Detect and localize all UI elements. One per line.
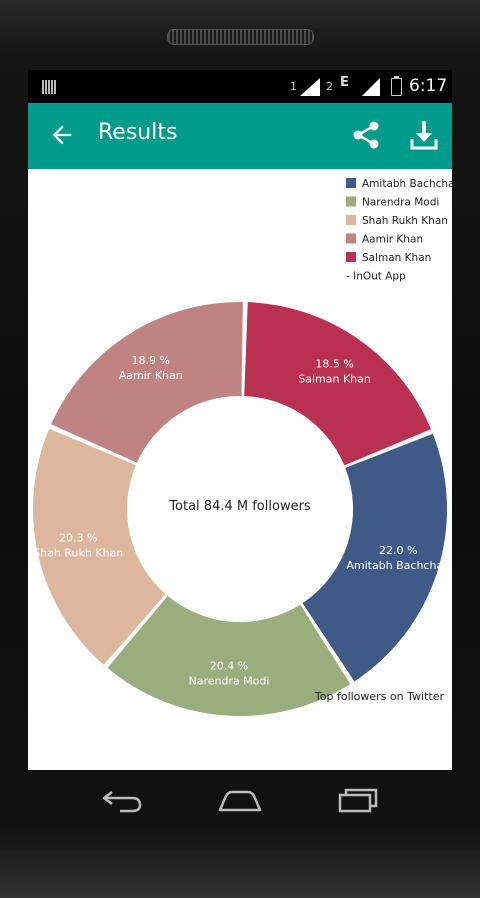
legend-label: Salman Khan	[362, 252, 431, 264]
sim1-label: 1	[290, 80, 297, 93]
recent-apps-icon[interactable]	[334, 784, 382, 816]
slice-narendra-modi[interactable]	[107, 595, 351, 716]
chart-area: 22.0 % Amitabh Bachchan 20.4 % Narendra Mod…	[28, 169, 452, 770]
home-nav-icon[interactable]	[216, 784, 264, 816]
signal-icon	[300, 78, 320, 96]
legend-swatch	[346, 233, 356, 244]
download-icon[interactable]	[408, 119, 440, 151]
donut-chart: 22.0 % Amitabh Bachchan 20.4 % Narendra Mod…	[33, 178, 452, 716]
slice-name-label: Narendra Modi	[188, 675, 269, 688]
legend-swatch	[346, 196, 356, 207]
signal-icon-2	[362, 78, 380, 96]
legend-swatch	[346, 215, 356, 225]
legend-note: - InOut App	[346, 271, 406, 283]
slice-percent-label: 18.5 %	[315, 358, 353, 371]
slice-salman-khan[interactable]	[244, 302, 431, 466]
clock: 6:17	[409, 76, 448, 96]
slice-aamir-khan[interactable]	[51, 302, 243, 463]
legend-swatch	[346, 178, 356, 188]
slice-percent-label: 18.9 %	[132, 354, 170, 367]
slice-name-label: Shah Rukh Khan	[33, 546, 123, 559]
back-nav-icon[interactable]	[98, 784, 146, 816]
slice-name-label: Aamir Khan	[119, 369, 183, 382]
slice-shah-rukh-khan[interactable]	[33, 428, 166, 665]
share-icon[interactable]	[350, 119, 382, 151]
legend-label: Narendra Modi	[362, 197, 439, 209]
legend-label: Shah Rukh Khan	[362, 215, 448, 227]
sim2-label: 2	[326, 80, 333, 93]
legend-label: Amitabh Bachchan	[362, 178, 452, 190]
nav-bar	[0, 770, 480, 840]
speaker-grille	[167, 29, 314, 45]
center-total-text: Total 84.4 M followers	[168, 499, 311, 514]
slice-percent-label: 22.0 %	[379, 544, 417, 557]
screen: 1 2 E 6:17 Results	[28, 70, 452, 770]
status-bar: 1 2 E 6:17	[28, 70, 452, 103]
notification-icon	[42, 80, 56, 94]
chart-description: Top followers on Twitter	[314, 690, 445, 703]
legend-swatch	[346, 252, 356, 262]
donut-hole	[135, 404, 345, 614]
slice-percent-label: 20.3 %	[59, 531, 97, 544]
slice-name-label: Salman Khan	[298, 373, 371, 386]
slice-name-label: Amitabh Bachchan	[346, 559, 450, 572]
legend-label: Aamir Khan	[362, 234, 423, 246]
chart-legend: Amitabh Bachchan Narendra Modi Shah Rukh K…	[346, 178, 452, 283]
page-title: Results	[98, 120, 178, 145]
app-bar: Results	[28, 103, 452, 169]
slice-percent-label: 20.4 %	[210, 660, 248, 673]
bottom-bezel	[0, 850, 480, 898]
slice-amitabh-bachchan[interactable]	[302, 433, 447, 682]
back-arrow-icon[interactable]	[48, 121, 76, 149]
battery-icon	[391, 76, 402, 96]
network-type: E	[340, 75, 349, 90]
